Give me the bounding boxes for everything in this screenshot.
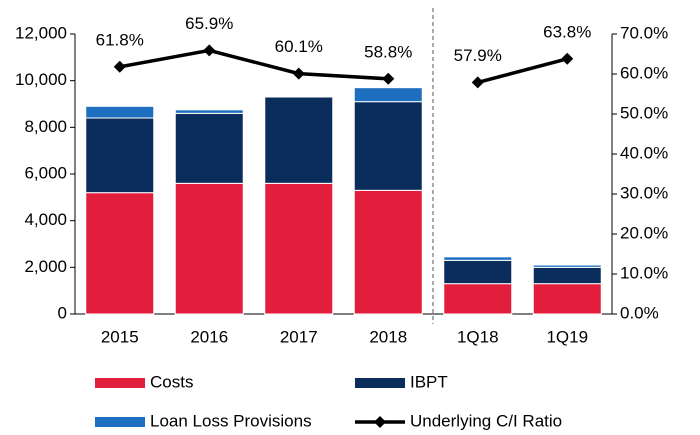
x-tick-label: 2017 xyxy=(280,327,318,346)
ratio-point xyxy=(203,44,216,57)
legend-swatch xyxy=(355,378,405,388)
ratio-point xyxy=(292,67,305,80)
bar-segment xyxy=(532,266,602,285)
legend-swatch xyxy=(95,417,145,427)
legend-label: IBPT xyxy=(410,372,448,391)
legend-label: Underlying C/I Ratio xyxy=(410,411,562,430)
y2-tick-label: 60.0% xyxy=(620,63,668,82)
x-tick-label: 1Q19 xyxy=(546,327,588,346)
bar-segment xyxy=(174,112,244,184)
bar-segment xyxy=(532,264,602,268)
data-label: 65.9% xyxy=(185,14,233,33)
bar-segment xyxy=(353,87,423,103)
y2-tick-label: 10.0% xyxy=(620,263,668,282)
y-tick-label: 6,000 xyxy=(24,163,67,182)
ratio-line xyxy=(119,48,389,81)
data-label: 60.1% xyxy=(275,37,323,56)
x-tick-label: 2018 xyxy=(369,327,407,346)
y-tick-label: 4,000 xyxy=(24,210,67,229)
bar-segment xyxy=(264,96,334,184)
legend-label: Loan Loss Provisions xyxy=(150,411,312,430)
bar-segment xyxy=(532,283,602,315)
bar-segment xyxy=(85,192,155,315)
x-tick-label: 2016 xyxy=(190,327,228,346)
bar-segment xyxy=(85,117,155,194)
ratio-point xyxy=(113,60,126,73)
legend-swatch xyxy=(95,378,145,388)
y2-tick-label: 20.0% xyxy=(620,223,668,242)
y2-tick-label: 70.0% xyxy=(620,23,668,42)
data-label: 58.8% xyxy=(364,42,412,61)
y2-tick-label: 50.0% xyxy=(620,103,668,122)
bar-segment xyxy=(443,283,513,315)
ratio-point xyxy=(382,72,395,85)
data-label: 63.8% xyxy=(543,22,591,41)
x-tick-label: 2015 xyxy=(101,327,139,346)
bar-segment xyxy=(85,105,155,119)
bar-segment xyxy=(353,189,423,315)
bar-segment xyxy=(174,182,244,315)
y-tick-label: 2,000 xyxy=(24,257,67,276)
bar-segment xyxy=(353,101,423,191)
y2-tick-label: 0.0% xyxy=(620,303,659,322)
legend-marker xyxy=(374,416,386,428)
bar-segment xyxy=(174,109,244,114)
y2-tick-label: 30.0% xyxy=(620,183,668,202)
x-tick-label: 1Q18 xyxy=(457,327,499,346)
data-label: 61.8% xyxy=(96,30,144,49)
y2-tick-label: 40.0% xyxy=(620,143,668,162)
y-tick-label: 0 xyxy=(58,303,67,322)
ratio-line xyxy=(477,57,568,85)
bar-segment xyxy=(264,182,334,315)
y-tick-label: 8,000 xyxy=(24,117,67,136)
y-tick-label: 12,000 xyxy=(15,23,67,42)
bar-segment xyxy=(443,256,513,261)
bar-segment xyxy=(443,259,513,285)
data-label: 57.9% xyxy=(454,46,502,65)
ratio-point xyxy=(471,76,484,89)
ratio-point xyxy=(561,52,574,65)
y-tick-label: 10,000 xyxy=(15,70,67,89)
legend-label: Costs xyxy=(150,372,193,391)
